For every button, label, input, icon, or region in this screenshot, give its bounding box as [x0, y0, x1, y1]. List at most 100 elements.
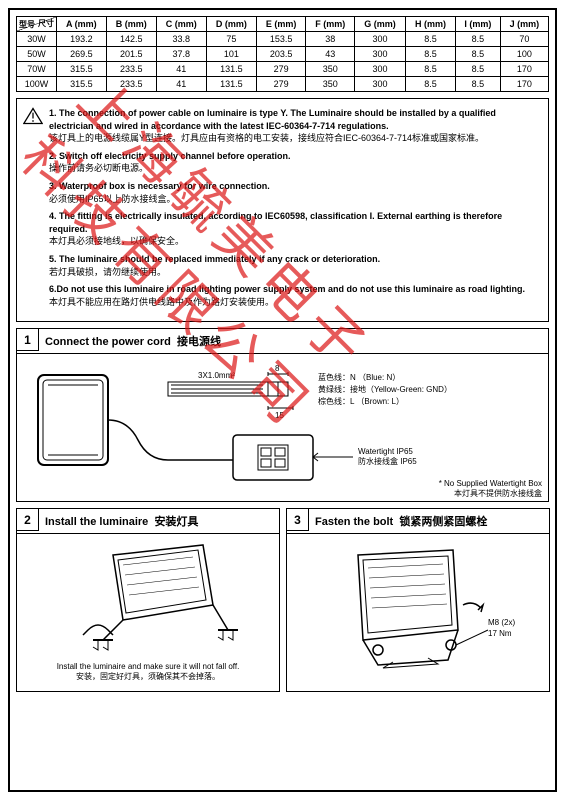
warning-section: 1. The connection of power cable on lumi…: [16, 98, 549, 322]
cell: 203.5: [256, 47, 305, 62]
box-en: Watertight IP65: [358, 447, 413, 456]
cell: 70: [500, 32, 548, 47]
cell: 8.5: [405, 32, 455, 47]
step1-title: Connect the power cord 接电源线: [17, 329, 548, 354]
wire-yellow: 黄绿线：接地（Yellow-Green: GND）: [318, 384, 452, 394]
bolt-spec: M8 (2x): [488, 618, 515, 627]
box-cn: 防水接线盒 IP65: [358, 456, 417, 466]
table-row: 100W315.5233.541131.52793503008.58.5170: [17, 77, 549, 92]
step3-diagram: M8 (2x) 17 Nm: [293, 540, 543, 680]
cell: 315.5: [57, 62, 107, 77]
note2-cn: 安装，固定好灯具，须确保其不会掉落。: [76, 672, 220, 681]
w6-en: 6.Do not use this luminaire in road ligh…: [49, 284, 525, 294]
table-corner: 尺寸 型号: [17, 17, 57, 32]
wire-blue: 蓝色线：N （Blue: N）: [318, 372, 400, 382]
cell: 101: [206, 47, 256, 62]
col-d: D (mm): [206, 17, 256, 32]
step3-title: Fasten the bolt 锁紧两侧紧固螺栓: [287, 509, 549, 534]
cell: 193.2: [57, 32, 107, 47]
cell-model: 100W: [17, 77, 57, 92]
cell: 8.5: [405, 77, 455, 92]
cell-model: 30W: [17, 32, 57, 47]
col-i: I (mm): [456, 17, 501, 32]
cell: 315.5: [57, 77, 107, 92]
spec-table: 尺寸 型号 A (mm) B (mm) C (mm) D (mm) E (mm)…: [16, 16, 549, 92]
wire-brown: 棕色线：L （Brown: L）: [318, 396, 404, 406]
cell: 8.5: [456, 77, 501, 92]
step1-box: 1 Connect the power cord 接电源线 3X1.0mm² 8…: [16, 328, 549, 502]
cell: 350: [306, 62, 355, 77]
w5-en: 5. The luminaire should be replaced imme…: [49, 254, 380, 264]
cell-model: 50W: [17, 47, 57, 62]
cable-label: 3X1.0mm²: [198, 371, 235, 380]
cell: 41: [156, 77, 206, 92]
step1-note: * No Supplied Watertight Box 本灯具不提供防水接线盒: [439, 479, 542, 499]
cell: 131.5: [206, 62, 256, 77]
w3-en: 3. Waterproof box is necessary for wire …: [49, 181, 270, 191]
col-j: J (mm): [500, 17, 548, 32]
step1-body: 3X1.0mm² 8 15 蓝色线：N （Blue: N） 黄绿线：接地（Yel…: [17, 354, 548, 501]
note1-en: * No Supplied Watertight Box: [439, 479, 542, 488]
warning-icon: [23, 107, 43, 125]
w1-cn: 该灯具上的电源线缆属Y型连接。灯具应由有资格的电工安装，接线应符合IEC-603…: [49, 133, 484, 143]
step3-title-cn: 锁紧两侧紧固螺栓: [399, 516, 487, 528]
step1-num: 1: [17, 329, 39, 351]
step3-body: M8 (2x) 17 Nm: [287, 534, 549, 691]
w2-cn: 操作前请务必切断电源。: [49, 163, 148, 173]
cell: 43: [306, 47, 355, 62]
hdr-model: 型号: [19, 19, 35, 30]
hdr-dim: 尺寸: [38, 18, 54, 29]
cell: 75: [206, 32, 256, 47]
cell: 300: [355, 77, 406, 92]
step2-box: 2 Install the luminaire 安装灯具 Install the…: [16, 508, 280, 692]
col-c: C (mm): [156, 17, 206, 32]
step3-num: 3: [287, 509, 309, 531]
w4-cn: 本灯具必须接地线，以确保安全。: [49, 236, 184, 246]
cell: 269.5: [57, 47, 107, 62]
cell: 100: [500, 47, 548, 62]
step2-title-cn: 安装灯具: [154, 516, 198, 528]
cell: 38: [306, 32, 355, 47]
w3-cn: 必须使用IP65以上防水接线盒。: [49, 194, 176, 204]
cell: 37.8: [156, 47, 206, 62]
w4-en: 4. The fitting is electrically insulated…: [49, 211, 502, 234]
cell: 300: [355, 47, 406, 62]
step2-diagram: [23, 540, 273, 660]
w1-en: 1. The connection of power cable on lumi…: [49, 108, 496, 131]
step3-box: 3 Fasten the bolt 锁紧两侧紧固螺栓 M8 (2x) 17 Nm: [286, 508, 550, 692]
dim2: 15: [275, 411, 284, 420]
cell: 8.5: [405, 62, 455, 77]
cell: 233.5: [106, 62, 156, 77]
step3-title-en: Fasten the bolt: [315, 516, 393, 528]
cell: 279: [256, 62, 305, 77]
step1-diagram: 3X1.0mm² 8 15 蓝色线：N （Blue: N） 黄绿线：接地（Yel…: [23, 360, 543, 490]
cell: 170: [500, 62, 548, 77]
col-h: H (mm): [405, 17, 455, 32]
table-row: 70W315.5233.541131.52793503008.58.5170: [17, 62, 549, 77]
cell: 279: [256, 77, 305, 92]
cell-model: 70W: [17, 62, 57, 77]
cell: 170: [500, 77, 548, 92]
cell: 142.5: [106, 32, 156, 47]
cell: 233.5: [106, 77, 156, 92]
cell: 300: [355, 32, 406, 47]
w5-cn: 若灯具破损，请勿继续使用。: [49, 267, 166, 277]
note1-cn: 本灯具不提供防水接线盒: [454, 489, 542, 498]
col-g: G (mm): [355, 17, 406, 32]
page-frame: 尺寸 型号 A (mm) B (mm) C (mm) D (mm) E (mm)…: [8, 8, 557, 792]
cell: 350: [306, 77, 355, 92]
cell: 8.5: [456, 62, 501, 77]
cell: 300: [355, 62, 406, 77]
col-a: A (mm): [57, 17, 107, 32]
dim1: 8: [275, 364, 280, 373]
step1-title-en: Connect the power cord: [45, 336, 171, 348]
step2-title-en: Install the luminaire: [45, 516, 148, 528]
cell: 153.5: [256, 32, 305, 47]
col-f: F (mm): [306, 17, 355, 32]
table-row: 30W193.2142.533.875153.5383008.58.570: [17, 32, 549, 47]
cell: 8.5: [405, 47, 455, 62]
cell: 41: [156, 62, 206, 77]
w6-cn: 本灯具不能应用在路灯供电线路中及作为路灯安装使用。: [49, 297, 274, 307]
step2-num: 2: [17, 509, 39, 531]
step1-title-cn: 接电源线: [177, 336, 221, 348]
